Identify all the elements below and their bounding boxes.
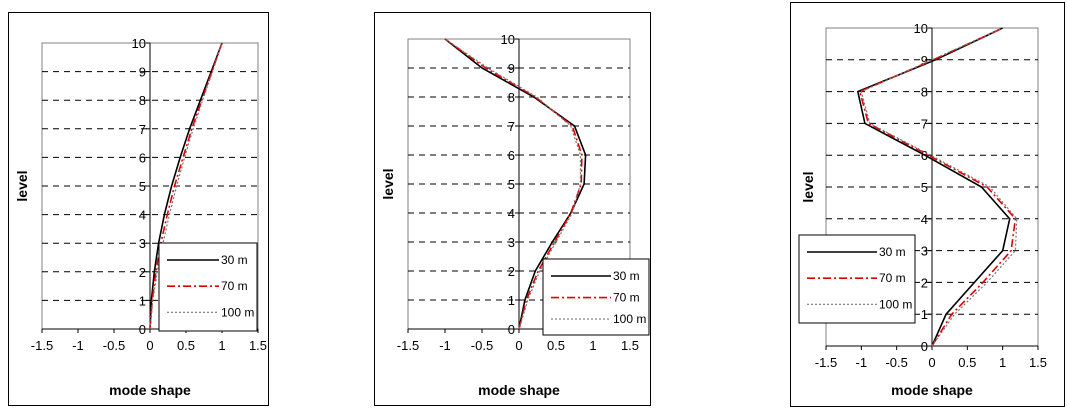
chart-panel-1: 0 1 2 3 4 5 6 7 8 9 10 -1.5 -1 -0.5 0 0.5 1 1.5 mode shape… <box>8 12 269 406</box>
x-tick-label: -1.5 <box>397 338 419 353</box>
y-tick-label: 3 <box>139 236 146 251</box>
y-tick-label: 1 <box>921 307 928 322</box>
legend-label: 30 m <box>879 245 906 259</box>
series-line-100-m <box>149 42 223 330</box>
x-tick-label: 0.5 <box>958 355 976 370</box>
y-tick-label: 2 <box>139 265 146 280</box>
x-tick-label: -0.5 <box>103 338 125 353</box>
y-tick-label: 6 <box>508 148 515 163</box>
x-tick-label: 1.5 <box>249 338 267 353</box>
y-tick-label: 5 <box>139 179 146 194</box>
chart-panel-2: 0 1 2 3 4 5 6 7 8 9 10 -1.5 -1 -0.5 0 0.5 1 1.5 mode shape… <box>374 12 651 406</box>
series-line-30-m <box>444 38 587 330</box>
x-tick-label: 1 <box>218 338 225 353</box>
y-tick-label: 2 <box>508 264 515 279</box>
x-tick-label: 1.5 <box>1029 355 1047 370</box>
legend-label: 70 m <box>613 291 640 305</box>
legend-label: 100 m <box>613 312 646 326</box>
legend-label: 30 m <box>613 269 640 283</box>
x-tick-label: -1.5 <box>815 355 837 370</box>
series-line-30-m <box>149 42 223 330</box>
x-tick-label: 1.5 <box>621 338 639 353</box>
x-axis-title: mode shape <box>109 382 191 398</box>
y-tick-label: 0 <box>139 322 146 337</box>
x-tick-label: -1 <box>856 355 868 370</box>
y-tick-label: 1 <box>508 293 515 308</box>
legend-label: 70 m <box>221 279 248 293</box>
series-line-30-m <box>856 27 1011 347</box>
y-tick-label: 8 <box>508 90 515 105</box>
y-tick-label: 4 <box>139 208 146 223</box>
y-tick-label: 0 <box>508 322 515 337</box>
y-tick-label: 8 <box>921 85 928 100</box>
y-tick-label: 7 <box>139 122 146 137</box>
y-tick-label: 8 <box>139 93 146 108</box>
legend-label: 30 m <box>221 253 248 267</box>
chart-svg-2: 0 1 2 3 4 5 6 7 8 9 10 -1.5 -1 -0.5 0 0.5 1 1.5 mode shape… <box>380 32 650 398</box>
legend-label: 100 m <box>221 305 254 319</box>
legend-box <box>798 234 916 324</box>
y-tick-label: 10 <box>132 36 146 51</box>
legend-box <box>158 242 258 332</box>
x-tick-label: 1 <box>999 355 1006 370</box>
y-tick-label: 4 <box>921 212 928 227</box>
x-tick-label: 0.5 <box>177 338 195 353</box>
y-axis-title: level <box>800 171 816 202</box>
x-tick-label: 0.5 <box>547 338 565 353</box>
legend-label: 70 m <box>879 271 906 285</box>
x-axis-title: mode shape <box>478 382 560 398</box>
x-tick-label: 1 <box>589 338 596 353</box>
y-tick-label: 5 <box>508 177 515 192</box>
y-tick-label: 2 <box>921 275 928 290</box>
x-tick-label: -0.5 <box>471 338 493 353</box>
x-tick-label: 0 <box>515 338 522 353</box>
legend-label: 100 m <box>879 297 912 311</box>
y-axis-title: level <box>14 170 30 201</box>
y-tick-label: 3 <box>921 244 928 259</box>
y-tick-label: 4 <box>508 206 515 221</box>
y-tick-label: 1 <box>139 293 146 308</box>
x-tick-label: -1.5 <box>31 338 53 353</box>
x-tick-label: -0.5 <box>885 355 907 370</box>
series-line-70-m <box>444 38 583 330</box>
y-tick-label: 10 <box>914 21 928 36</box>
y-tick-label: 9 <box>139 65 146 80</box>
y-tick-label: 7 <box>508 119 515 134</box>
chart-svg-1: 0 1 2 3 4 5 6 7 8 9 10 -1.5 -1 -0.5 0 0.5 1 1.5 mode shape… <box>14 36 267 398</box>
y-tick-label: 5 <box>921 180 928 195</box>
x-tick-label: -1 <box>439 338 451 353</box>
series-line-70-m <box>858 27 1017 347</box>
y-tick-label: 10 <box>501 32 515 47</box>
series-line-100-m <box>444 38 581 330</box>
x-axis-title: mode shape <box>891 382 973 398</box>
y-tick-label: 7 <box>921 116 928 131</box>
x-tick-label: 0 <box>928 355 935 370</box>
y-tick-label: 3 <box>508 235 515 250</box>
y-axis-title: level <box>380 168 396 199</box>
x-tick-label: 0 <box>146 338 153 353</box>
y-tick-label: 9 <box>921 53 928 68</box>
chart-panel-3: 0 1 2 3 4 5 6 7 8 9 10 -1.5 -1 -0.5 0 0.5 1 1.5 mode shape… <box>790 2 1065 407</box>
series-line-70-m <box>149 42 223 330</box>
series-line-100-m <box>860 27 1018 347</box>
y-tick-label: 0 <box>921 339 928 354</box>
y-tick-label: 6 <box>139 150 146 165</box>
x-tick-label: -1 <box>72 338 84 353</box>
y-tick-label: 9 <box>508 61 515 76</box>
